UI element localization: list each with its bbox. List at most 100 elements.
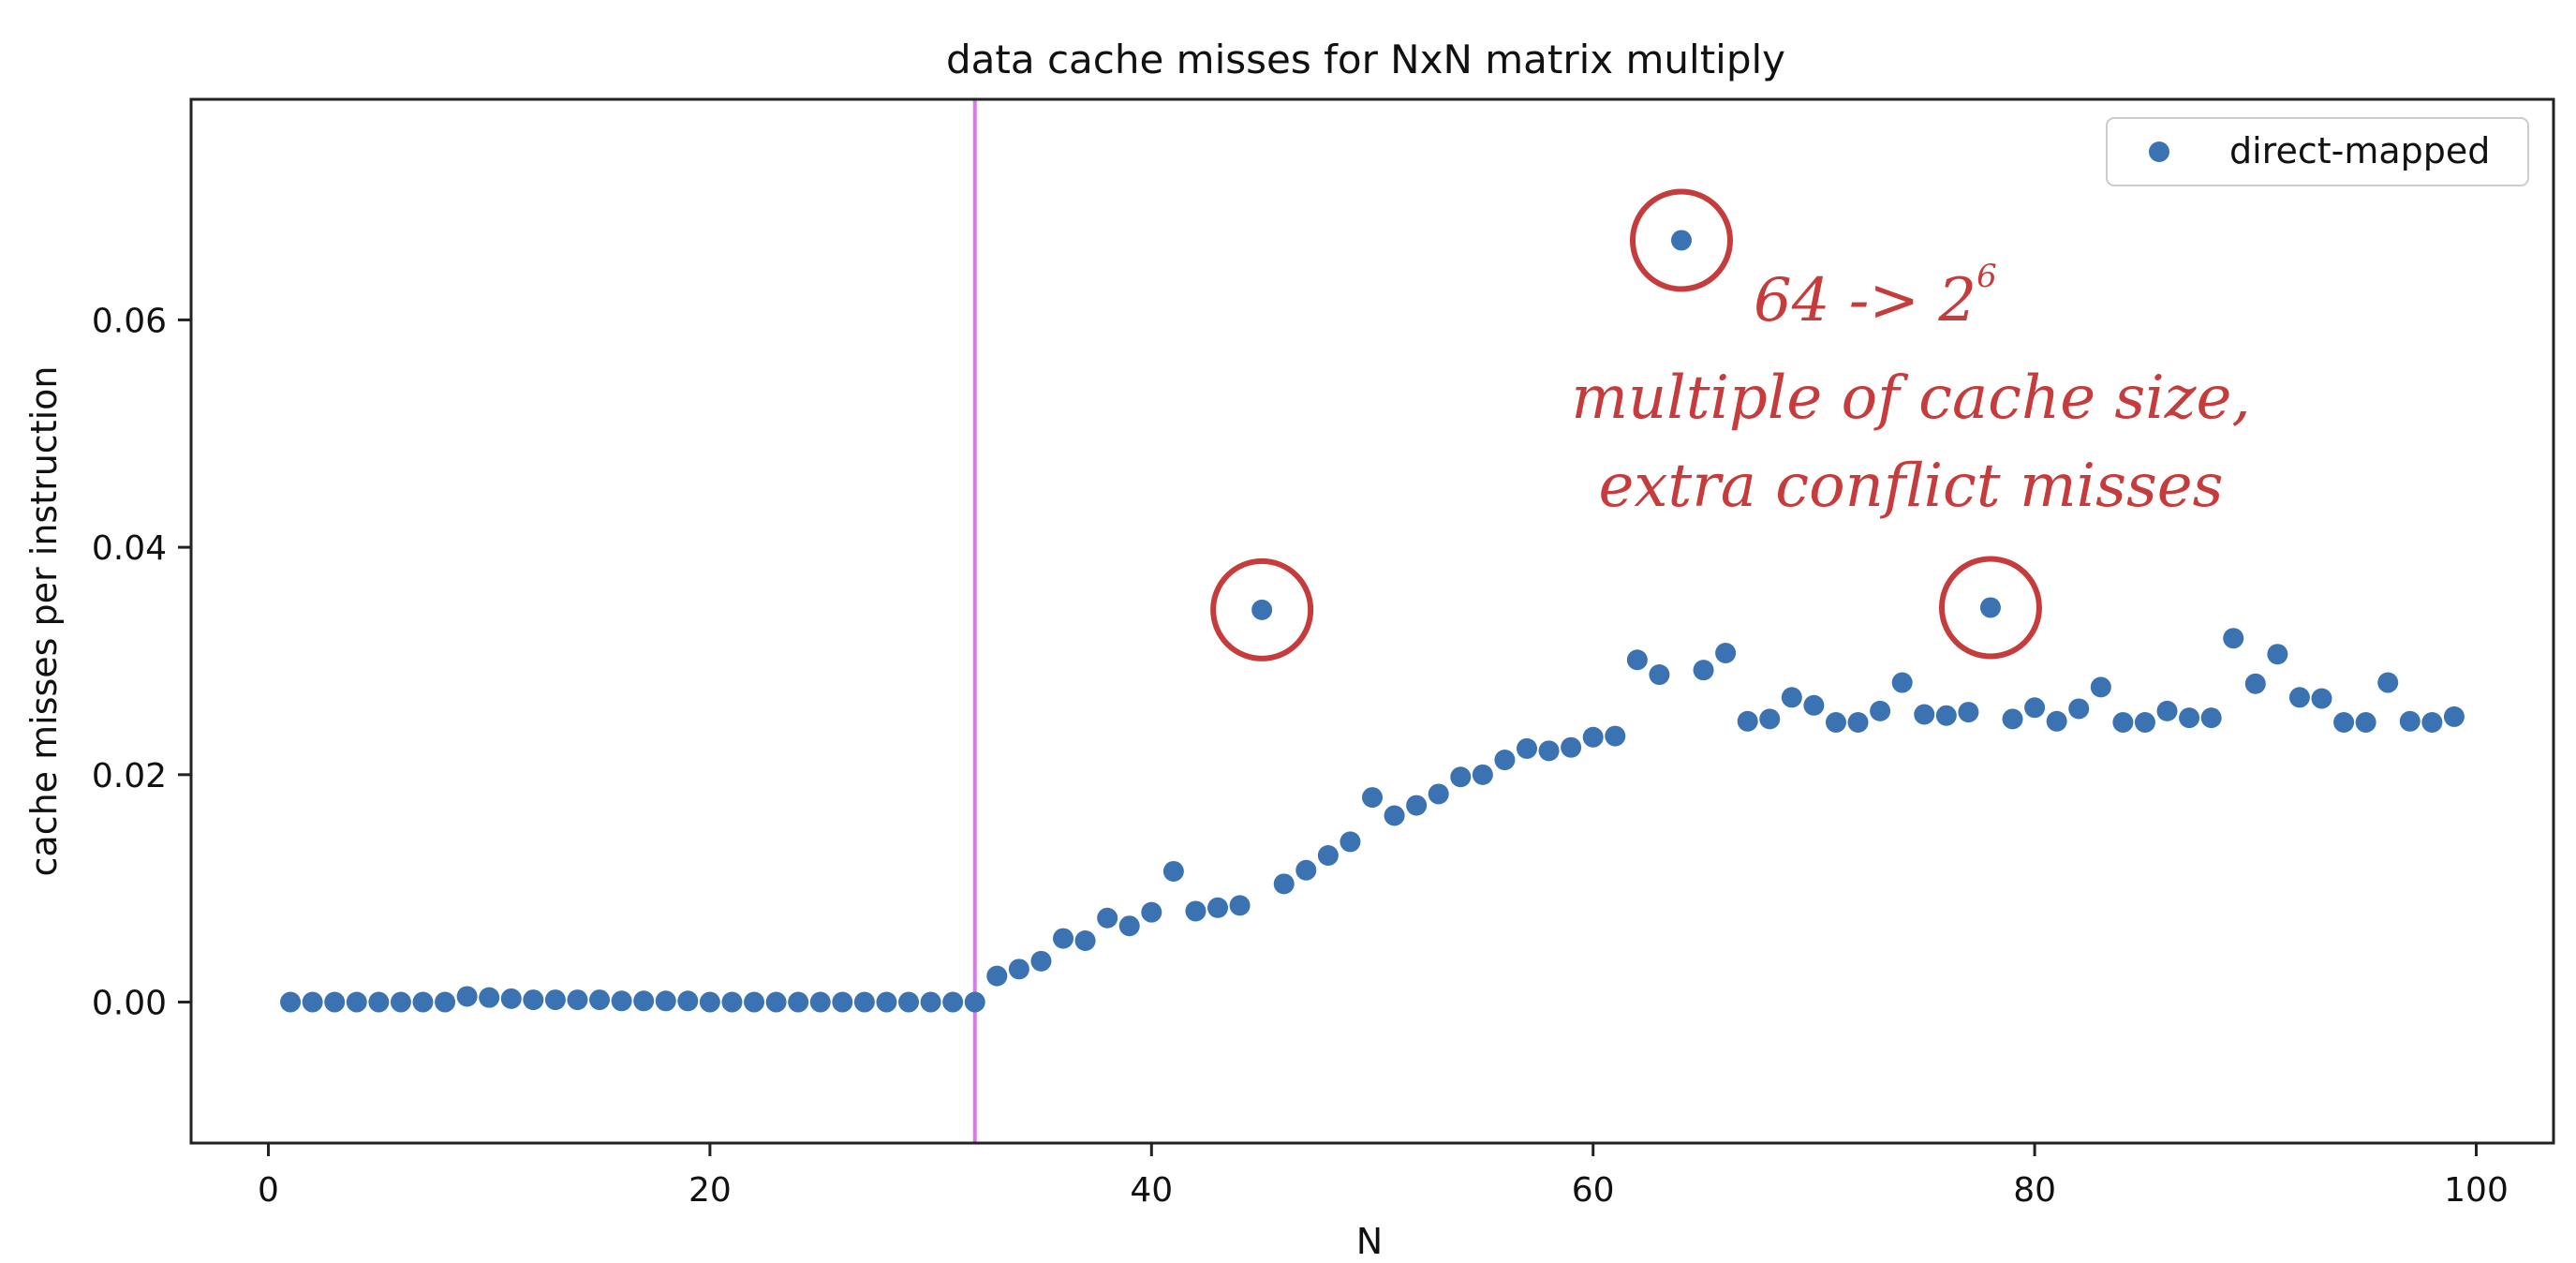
data-point (324, 991, 346, 1013)
data-point (1450, 766, 1472, 788)
data-point (1185, 900, 1207, 922)
annotation-line-3: extra conflict misses (1599, 452, 2224, 521)
data-point (1626, 649, 1648, 671)
data-point (1803, 694, 1825, 716)
data-point (1295, 859, 1317, 881)
data-point (1008, 958, 1029, 980)
data-point (699, 991, 720, 1013)
data-point (1053, 928, 1074, 949)
data-point (1118, 915, 1140, 937)
data-point (346, 991, 367, 1013)
data-point (1340, 831, 1361, 853)
data-point (589, 989, 611, 1011)
x-tick-label: 100 (2444, 1171, 2509, 1210)
data-point (942, 991, 964, 1013)
data-point (853, 991, 875, 1013)
data-point (1207, 897, 1229, 918)
y-tick-label: 0.02 (92, 757, 167, 795)
data-point (744, 991, 765, 1013)
data-point (2134, 712, 2155, 734)
data-point (1317, 844, 1339, 866)
data-point (765, 991, 787, 1013)
annotation-text: 64 -> 26 multiple of cache size, extra c… (1571, 258, 2250, 521)
chart-title: data cache misses for NxN matrix multipl… (946, 37, 1785, 82)
data-point (2090, 676, 2111, 698)
annotation-circle (1210, 557, 1314, 661)
legend-marker (2149, 141, 2169, 162)
data-point (1582, 726, 1604, 748)
data-point (611, 990, 632, 1012)
data-point (1979, 597, 2001, 618)
data-point (2112, 712, 2134, 734)
data-point (390, 991, 411, 1013)
data-point (1737, 710, 1758, 732)
x-tick-label: 60 (1572, 1171, 1615, 1210)
x-tick-label: 0 (258, 1171, 279, 1210)
data-point (2200, 707, 2222, 729)
data-point (1715, 642, 1737, 663)
data-point (1229, 895, 1251, 916)
data-point (567, 989, 588, 1011)
data-point (2244, 673, 2266, 694)
data-point (2288, 687, 2310, 708)
data-point (479, 987, 500, 1008)
data-point (435, 991, 456, 1013)
data-point (1251, 599, 1273, 620)
data-point (302, 991, 323, 1013)
data-point (2046, 710, 2067, 732)
x-tick-label: 20 (688, 1171, 732, 1210)
data-point (1561, 736, 1582, 758)
data-point (986, 965, 1008, 987)
annotation-circle (1938, 556, 2042, 660)
data-point (898, 991, 920, 1013)
data-point (1847, 712, 1869, 734)
x-tick-label: 40 (1130, 1171, 1173, 1210)
data-point (2068, 698, 2090, 720)
data-point (2399, 710, 2421, 732)
data-point (1759, 708, 1781, 730)
data-point (1406, 795, 1428, 816)
y-tick-label: 0.00 (92, 985, 167, 1023)
data-point (1870, 700, 1891, 721)
x-axis-label: N (1356, 1221, 1383, 1262)
annotation-circles (1210, 188, 2042, 661)
data-point (721, 991, 743, 1013)
data-point (280, 991, 302, 1013)
data-point (1825, 712, 1846, 734)
data-point (1670, 230, 1692, 251)
plot-frame (189, 97, 2555, 1145)
data-point (1273, 873, 1295, 895)
data-point (832, 991, 853, 1013)
data-point (1097, 907, 1118, 929)
annotation-line-1-superscript: 6 (1976, 258, 1997, 295)
data-point (1162, 860, 1184, 882)
data-point (2156, 700, 2178, 721)
data-point (2223, 628, 2244, 649)
data-point (1362, 787, 1383, 809)
data-point (2443, 706, 2465, 727)
data-point (1914, 704, 1935, 725)
data-point (655, 990, 676, 1012)
data-point (1494, 750, 1516, 771)
legend-box (2106, 117, 2529, 186)
annotation-line-2: multiple of cache size, (1571, 364, 2250, 433)
data-point (677, 990, 699, 1012)
data-point (2179, 707, 2200, 729)
y-tick-label: 0.04 (92, 529, 167, 568)
data-point (2267, 644, 2288, 665)
data-point (368, 991, 390, 1013)
data-points (280, 230, 2465, 1013)
data-point (1472, 764, 1493, 785)
data-point (1074, 929, 1096, 951)
data-point (1935, 705, 1957, 726)
data-point (1428, 783, 1449, 805)
data-point (2355, 712, 2376, 734)
data-point (964, 991, 985, 1013)
data-point (2333, 712, 2355, 734)
annotation-line-1: 64 -> 26 (1754, 258, 1997, 335)
data-point (523, 989, 544, 1011)
data-point (1891, 672, 1913, 693)
axis-ticks: 0 20 40 60 80 100 0.00 0.02 0.04 0.06 (92, 302, 2509, 1210)
data-point (1605, 725, 1626, 747)
